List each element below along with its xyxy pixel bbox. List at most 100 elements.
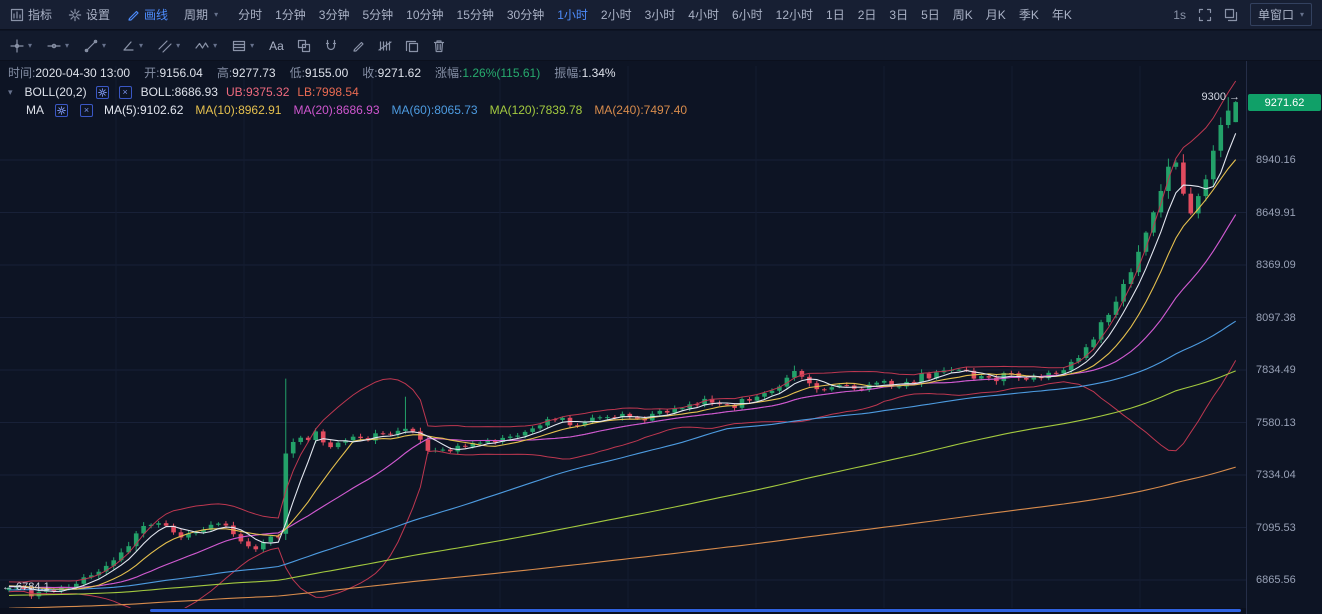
timeframe-item[interactable]: 3小时 — [644, 8, 676, 22]
close-icon: × — [83, 104, 90, 115]
fullscreen-icon[interactable] — [1198, 8, 1212, 22]
crosshair-icon — [10, 38, 24, 53]
scrollbar-thumb[interactable] — [150, 609, 1241, 612]
low-label: 低: — [289, 65, 305, 80]
fibonacci-tool[interactable]: ▾ — [232, 39, 254, 53]
timeframe-item[interactable]: 30分钟 — [506, 8, 545, 22]
ma-close-button[interactable]: × — [80, 103, 93, 117]
close-value: 9271.62 — [377, 65, 422, 80]
draw-label: 画线 — [144, 8, 169, 22]
window-mode-select[interactable]: 单窗口 ▾ — [1249, 3, 1312, 26]
refresh-interval[interactable]: 1s — [1173, 7, 1186, 22]
open-label: 开: — [144, 65, 160, 80]
close-icon: × — [122, 86, 128, 97]
timeframe-item[interactable]: 周K — [952, 8, 973, 22]
magnet-tool[interactable] — [324, 39, 338, 53]
pencil-icon — [128, 10, 139, 21]
ma-legend: MA × MA(5):9102.62 MA(10):8962.91 MA(20):8… — [26, 102, 689, 118]
close-label: 收: — [362, 65, 378, 80]
high-value: 9277.73 — [232, 65, 276, 80]
indicators-label: 指标 — [28, 8, 53, 22]
indicator-icon — [10, 8, 24, 21]
measure-icon — [378, 40, 392, 51]
crosshair-tool[interactable]: ▾ — [10, 38, 33, 53]
shapes-tool[interactable] — [297, 39, 311, 53]
timeframe-item[interactable]: 季K — [1018, 8, 1039, 22]
ma-values: MA(5):9102.62 MA(10):8962.91 MA(20):8686.9… — [104, 103, 689, 117]
angle-icon — [123, 40, 134, 51]
price-axis[interactable]: 9271.62 8940.16 8649.91 8369.09 8097.38 7834… — [1246, 60, 1322, 614]
wave-icon — [195, 41, 209, 49]
trend-line-icon — [84, 39, 98, 52]
draw-button[interactable]: 画线 — [126, 6, 168, 23]
axis-label: 8369.09 — [1256, 259, 1296, 271]
high-label: 高: — [216, 65, 233, 80]
chevron-down-icon: ▾ — [65, 41, 70, 50]
magnet-icon — [325, 39, 336, 50]
indicators-button[interactable]: 指标 — [10, 6, 52, 23]
trend-line-tool[interactable]: ▾ — [84, 39, 106, 53]
axis-label: 8649.91 — [1256, 206, 1296, 219]
ma-legend-item: MA(20):8686.93 — [293, 103, 380, 117]
text-tool-icon: Aa — [269, 38, 284, 53]
ma-legend-item: MA(5):9102.62 — [104, 103, 184, 117]
timeframe-item[interactable]: 10分钟 — [406, 8, 444, 22]
chevron-down-icon: ▾ — [176, 41, 181, 50]
edit-tool[interactable] — [351, 39, 365, 53]
measure-tool[interactable] — [378, 39, 392, 53]
period-dropdown[interactable]: 周期 ▾ — [184, 6, 218, 23]
boll-close-button[interactable]: × — [118, 85, 132, 99]
horizontal-line-tool[interactable]: ▾ — [47, 39, 69, 53]
angle-tool[interactable]: ▾ — [121, 39, 143, 53]
timeframe-item[interactable]: 1小时 — [557, 8, 588, 22]
gear-icon — [97, 87, 107, 97]
timeframe-item[interactable]: 2日 — [857, 8, 877, 22]
timeframe-item[interactable]: 1日 — [826, 8, 845, 22]
multi-window-icon[interactable] — [1224, 8, 1238, 22]
horizontal-scrollbar[interactable] — [0, 608, 1246, 614]
timeframe-item[interactable]: 2小时 — [600, 8, 632, 22]
collapse-chevron-icon[interactable]: ▾ — [8, 86, 13, 97]
boll-ub-value: UB:9375.32 — [225, 85, 290, 99]
high-annotation: 9300 → — [1201, 91, 1240, 103]
parallel-channel-tool[interactable]: ▾ — [158, 39, 180, 53]
open-value: 9156.04 — [159, 65, 203, 80]
wave-tool[interactable]: ▾ — [195, 39, 217, 53]
timeframe-item[interactable]: 年K — [1051, 8, 1072, 22]
timeframe-item[interactable]: 15分钟 — [456, 8, 494, 22]
text-tool[interactable]: Aa — [269, 39, 284, 53]
amplitude-value: 1.34% — [581, 65, 616, 80]
chart-canvas[interactable] — [0, 0, 1246, 614]
timeframe-item[interactable]: 分时 — [238, 8, 263, 22]
copy-tool[interactable] — [405, 39, 419, 53]
change-value: 1.26%(115.61) — [462, 65, 541, 80]
delete-tool[interactable] — [432, 39, 446, 53]
timeframe-item[interactable]: 12小时 — [775, 8, 814, 22]
chevron-down-icon: ▾ — [139, 41, 144, 50]
settings-button[interactable]: 设置 — [68, 6, 110, 23]
fibonacci-icon — [232, 40, 246, 51]
timeframe-item[interactable]: 3分钟 — [318, 8, 350, 22]
chevron-down-icon: ▾ — [28, 41, 33, 50]
axis-label: 7334.04 — [1256, 469, 1296, 481]
timeframe-item[interactable]: 1分钟 — [275, 8, 306, 22]
chevron-down-icon: ▾ — [213, 41, 218, 50]
pencil-icon — [353, 41, 364, 52]
trash-icon — [433, 39, 444, 52]
timeframe-item[interactable]: 6小时 — [731, 8, 763, 22]
timeframe-item[interactable]: 5分钟 — [362, 8, 394, 22]
copy-icon — [405, 40, 418, 52]
amplitude-label: 振幅: — [554, 65, 582, 80]
chevron-down-icon: ▾ — [102, 41, 107, 50]
boll-settings-button[interactable] — [95, 85, 109, 99]
window-mode-label: 单窗口 — [1257, 8, 1294, 22]
timeframe-item[interactable]: 5日 — [921, 8, 940, 22]
axis-label: 8940.16 — [1256, 154, 1296, 166]
timeframe-item[interactable]: 3日 — [889, 8, 909, 22]
ma-settings-button[interactable] — [55, 103, 68, 117]
timeframe-item[interactable]: 4小时 — [688, 8, 719, 22]
timeframe-item[interactable]: 月K — [985, 8, 1006, 22]
period-label: 周期 — [184, 8, 209, 22]
shapes-icon — [297, 39, 310, 52]
